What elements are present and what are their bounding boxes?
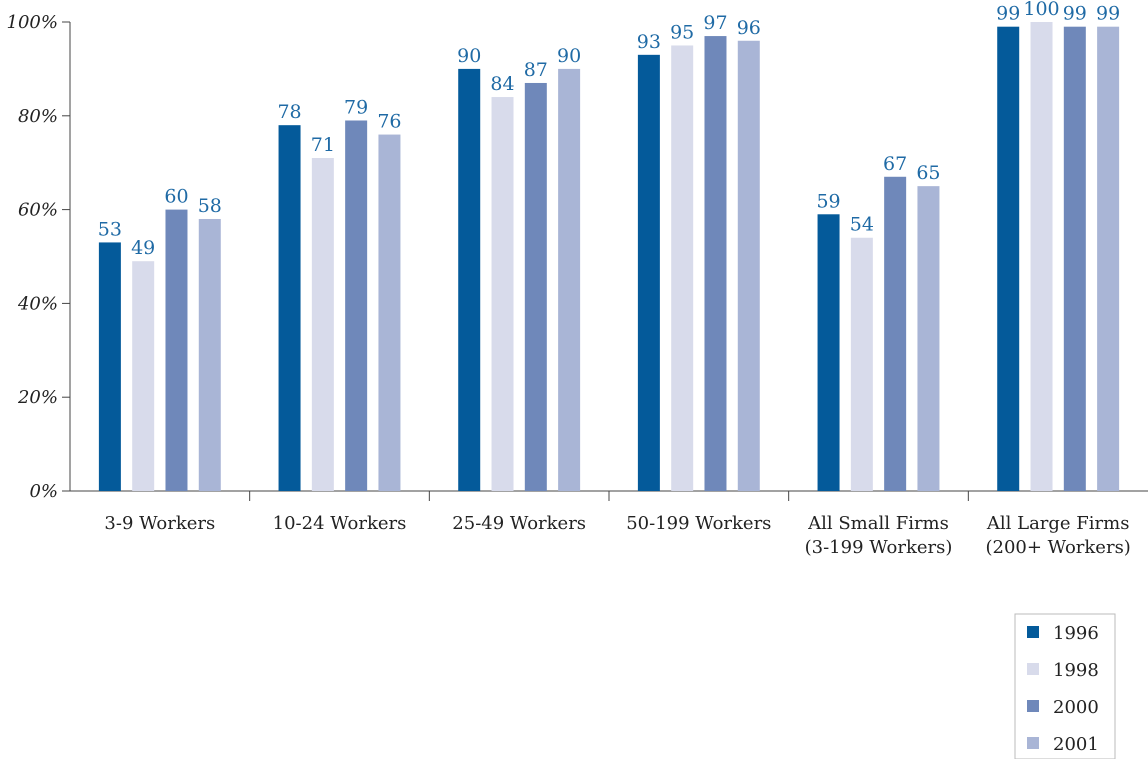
- bar-1996: [997, 26, 1020, 491]
- y-tick-label: 100%: [7, 12, 58, 33]
- x-category-label: 3-9 Workers: [104, 513, 215, 534]
- legend-label: 2001: [1053, 734, 1099, 755]
- data-label: 90: [557, 45, 581, 67]
- data-label: 93: [637, 31, 661, 53]
- bar-1998: [671, 45, 694, 491]
- y-tick-label: 40%: [17, 293, 58, 314]
- y-tick-label: 80%: [18, 106, 58, 127]
- legend-box: [1014, 613, 1116, 759]
- data-label: 99: [1096, 3, 1120, 25]
- bar-1996: [98, 242, 121, 491]
- data-label: 97: [703, 12, 727, 34]
- data-label: 90: [457, 45, 481, 67]
- bar-1996: [637, 54, 660, 492]
- x-category-label: 10-24 Workers: [273, 513, 407, 534]
- data-label: 95: [670, 21, 694, 43]
- bar-1998: [1030, 22, 1053, 491]
- bar-1996: [458, 68, 481, 492]
- bar-2000: [704, 36, 727, 491]
- data-label: 59: [816, 190, 840, 212]
- y-tick-label: 0%: [29, 481, 58, 502]
- legend-swatch-2001: [1027, 737, 1039, 749]
- legend-label: 2000: [1053, 697, 1099, 718]
- bar-1998: [491, 97, 514, 491]
- data-label: 53: [98, 218, 122, 240]
- x-category-label: (200+ Workers): [986, 537, 1131, 558]
- bar-1998: [311, 158, 334, 491]
- data-label: 87: [524, 59, 548, 81]
- data-label: 99: [996, 3, 1020, 25]
- bar-1996: [278, 125, 301, 492]
- bar-1998: [850, 237, 873, 491]
- y-tick-label: 60%: [18, 200, 58, 221]
- data-labels-group: 53 78 90 93 59 99 49 71 84 95 54 100 60 79 87 97 67 99 58 7…: [98, 0, 1120, 259]
- bar-2000: [165, 209, 188, 491]
- data-label: 100: [1023, 0, 1059, 20]
- data-label: 67: [883, 153, 907, 175]
- legend-label: 1996: [1053, 623, 1099, 644]
- x-axis: 3-9 Workers 10-24 Workers 25-49 Workers 50-…: [70, 490, 1148, 558]
- bar-2000: [1063, 26, 1086, 491]
- bar-2000: [884, 176, 907, 491]
- legend: 1996 1998 2000 2001: [1014, 613, 1116, 759]
- legend-swatch-1998: [1027, 663, 1039, 675]
- y-tick-label: 20%: [17, 387, 58, 408]
- bar-series-group: [98, 22, 1120, 492]
- data-label: 54: [850, 214, 874, 236]
- bar-1996: [817, 214, 840, 492]
- bar-2001: [198, 218, 221, 492]
- legend-label: 1998: [1053, 660, 1099, 681]
- data-label: 96: [737, 17, 761, 39]
- bar-2001: [737, 40, 760, 491]
- bar-2001: [558, 68, 581, 492]
- data-label: 58: [198, 195, 222, 217]
- x-category-label: All Large Firms: [986, 513, 1130, 534]
- x-category-label: All Small Firms: [807, 513, 949, 534]
- data-label: 79: [344, 96, 368, 118]
- data-label: 99: [1063, 3, 1087, 25]
- bar-2000: [524, 82, 547, 491]
- data-label: 49: [131, 237, 155, 259]
- bar-1998: [132, 261, 155, 491]
- x-category-label: (3-199 Workers): [805, 537, 953, 558]
- data-label: 76: [377, 111, 401, 133]
- bar-2001: [1097, 26, 1120, 491]
- bar-2001: [378, 134, 401, 491]
- bar-2001: [917, 186, 940, 491]
- bar-2000: [345, 120, 368, 492]
- x-category-label: 25-49 Workers: [452, 513, 586, 534]
- data-label: 78: [277, 101, 301, 123]
- data-label: 65: [916, 162, 940, 184]
- data-label: 84: [490, 73, 514, 95]
- legend-swatch-1996: [1027, 626, 1039, 638]
- legend-swatch-2000: [1027, 700, 1039, 712]
- y-axis: 0% 20% 40% 60% 80% 100%: [7, 12, 71, 502]
- data-label: 71: [311, 134, 335, 156]
- data-label: 60: [164, 186, 188, 208]
- x-category-label: 50-199 Workers: [626, 513, 771, 534]
